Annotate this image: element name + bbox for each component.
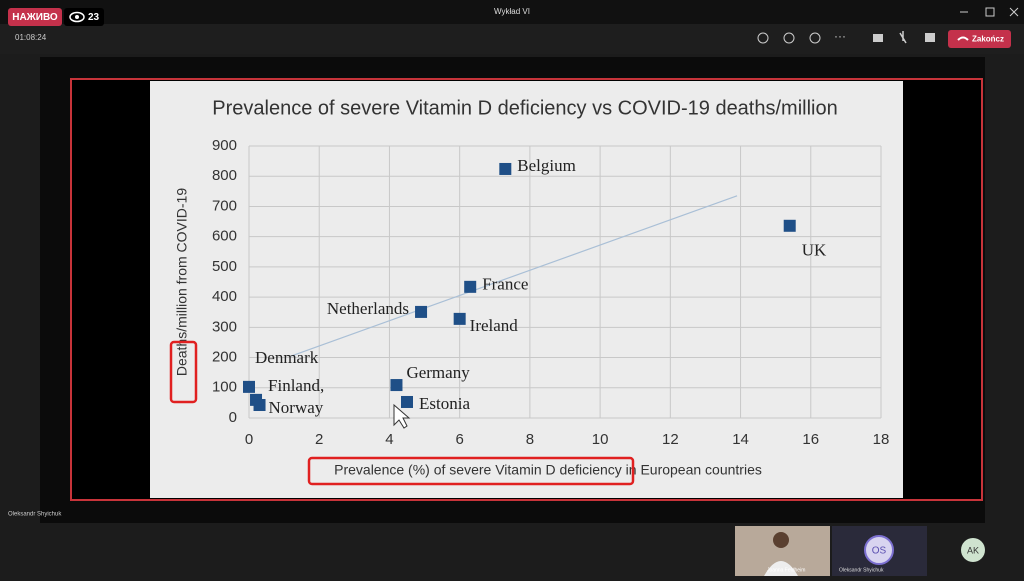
data-point	[253, 399, 266, 412]
x-tick-label: 8	[526, 431, 534, 448]
trend-line	[290, 195, 738, 357]
y-tick-label: 800	[212, 167, 237, 184]
x-tick-label: 14	[732, 431, 749, 448]
x-tick-label: 18	[873, 431, 890, 448]
point-label: Belgium	[517, 156, 576, 175]
x-tick-label: 6	[455, 431, 463, 448]
y-tick-label: 200	[212, 349, 237, 366]
participants-button[interactable]	[757, 32, 769, 44]
y-tick-label: 300	[212, 318, 237, 335]
x-tick-label: 2	[315, 431, 323, 448]
highlight-box	[307, 456, 635, 486]
point-label: Finland,	[268, 376, 324, 395]
x-tick-label: 4	[385, 431, 393, 448]
avatar-initials: AK	[967, 545, 979, 555]
data-point	[464, 280, 477, 293]
point-label: France	[482, 275, 528, 294]
y-tick-label: 100	[212, 379, 237, 396]
y-tick-label: 700	[212, 197, 237, 214]
avatar	[961, 538, 985, 562]
point-label: Netherlands	[327, 299, 409, 318]
point-label: UK	[802, 241, 827, 260]
data-point	[499, 162, 512, 175]
x-tick-label: 0	[245, 431, 253, 448]
data-point	[243, 380, 255, 393]
live-badge-bg	[8, 8, 62, 26]
chart-title: Prevalence of severe Vitamin D deficienc…	[212, 97, 837, 119]
point-label: Estonia	[419, 394, 470, 413]
highlight-box	[169, 340, 198, 404]
window-title: Wykład VI	[494, 7, 530, 16]
meeting-timer: 01:08:24	[15, 33, 47, 42]
toolbar	[0, 24, 1024, 54]
person-body	[764, 561, 798, 576]
y-tick-label: 900	[212, 137, 237, 154]
participant-name: Joanna Feldheim	[767, 567, 805, 573]
end-button-label[interactable]: Zakończ	[972, 35, 1004, 44]
title-bar	[0, 0, 1024, 24]
slide	[150, 81, 903, 498]
maximize[interactable]	[985, 7, 995, 17]
point-label: Germany	[406, 363, 470, 382]
data-point	[401, 395, 413, 408]
data-point	[453, 312, 466, 325]
data-point	[390, 379, 403, 392]
more-button[interactable]: ···	[834, 29, 846, 43]
data-point	[415, 305, 428, 318]
chat-button[interactable]	[783, 32, 795, 44]
x-tick-label: 12	[662, 431, 679, 448]
x-tick-label: 10	[592, 431, 609, 448]
y-tick-label: 600	[212, 228, 237, 245]
reactions-button[interactable]	[809, 32, 821, 44]
person-head	[773, 532, 789, 548]
share-button[interactable]	[925, 33, 935, 42]
x-tick-label: 16	[802, 431, 819, 448]
avatar-initials: OS	[872, 546, 887, 557]
presenter-name: Oleksandr Shyichuk	[8, 512, 62, 518]
chart: Prevalence of severe Vitamin D deficienc…	[174, 97, 890, 477]
x-axis-label: Prevalence (%) of severe Vitamin D defic…	[334, 462, 762, 478]
point-label: Norway	[269, 398, 324, 417]
y-tick-label: 400	[212, 288, 237, 305]
participant-name: Oleksandr Shyichuk	[839, 567, 884, 573]
close[interactable]	[1009, 7, 1019, 17]
eye-icon	[69, 11, 85, 23]
viewer-count: 23	[88, 12, 100, 23]
y-tick-label: 0	[229, 409, 237, 426]
end-button[interactable]	[948, 30, 1011, 48]
phone-icon	[957, 36, 969, 41]
eye-icon-pupil	[75, 15, 79, 19]
avatar	[864, 535, 894, 565]
mic-button[interactable]	[899, 31, 907, 44]
data-point	[783, 219, 796, 232]
point-label: Ireland	[470, 316, 519, 335]
point-label: Denmark	[255, 348, 319, 367]
mouse-cursor	[393, 403, 411, 429]
live-badge: НАЖИВО	[12, 12, 58, 23]
y-axis-label: Deaths/million from COVID-19	[174, 188, 190, 376]
camera-button[interactable]	[873, 34, 883, 42]
y-tick-label: 500	[212, 258, 237, 275]
